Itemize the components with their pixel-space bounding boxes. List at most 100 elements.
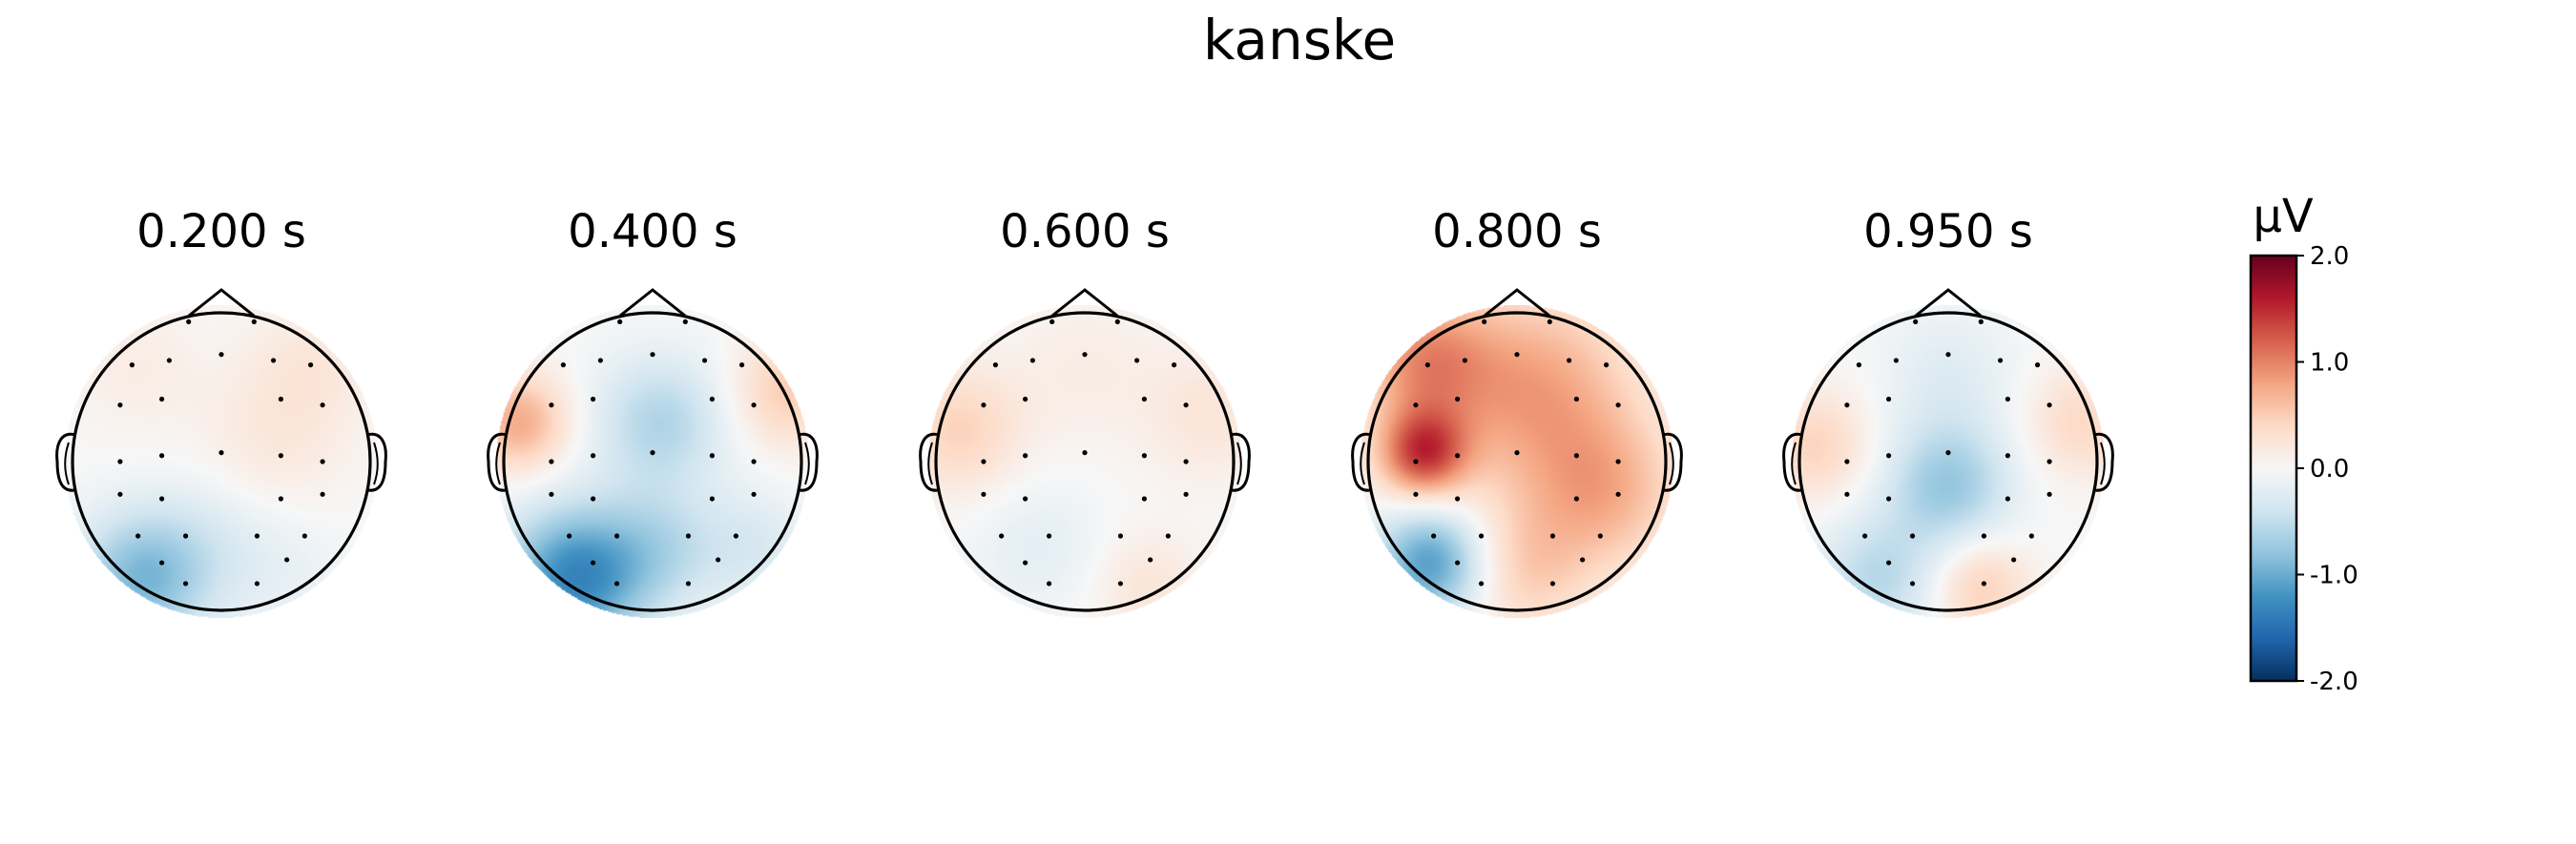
sensor-dot	[159, 396, 165, 402]
sensor-dot	[320, 402, 325, 408]
panel-time-label: 0.800 s	[1432, 205, 1602, 258]
sensor-dot	[2011, 557, 2017, 563]
sensor-dot	[1844, 491, 1850, 497]
colorbar-tick-label: 0.0	[2310, 455, 2349, 484]
left-ear	[55, 432, 76, 492]
sensor-dot	[1023, 396, 1028, 402]
sensor-dot	[1981, 533, 1987, 539]
left-ear	[919, 432, 940, 492]
sensor-dot	[1413, 491, 1419, 497]
sensor-dot	[1909, 533, 1916, 539]
topomap-panel: 0.400 s	[487, 205, 819, 618]
left-ear-inner	[64, 442, 70, 485]
sensor-dot	[751, 402, 757, 408]
sensor-dot	[1165, 533, 1171, 539]
sensor-dot	[1023, 453, 1028, 459]
sensor-dot	[709, 396, 716, 402]
sensor-dot	[709, 496, 716, 502]
sensor-dot	[981, 402, 987, 408]
sensor-dot	[1117, 581, 1124, 587]
head-outline	[502, 311, 803, 612]
sensor-dot	[278, 396, 283, 402]
sensor-dot	[278, 496, 283, 502]
sensor-dot	[1573, 396, 1579, 402]
sensor-dot	[1183, 402, 1189, 408]
head-outline	[71, 311, 372, 612]
left-ear	[1351, 432, 1372, 492]
sensor-dot	[2046, 459, 2052, 464]
sensor-dot	[166, 358, 172, 363]
sensor-dot	[1856, 362, 1861, 368]
panel-time-label: 0.600 s	[1000, 205, 1170, 258]
sensor-dot	[1478, 581, 1485, 587]
sensor-dot	[739, 362, 745, 368]
panel-time-label: 0.950 s	[1863, 205, 2033, 258]
sensor-dot	[1462, 358, 1467, 363]
sensor-dot	[1615, 491, 1621, 497]
sensor-dot	[1413, 402, 1419, 408]
sensor-dot	[1862, 533, 1868, 539]
sensor-dot	[549, 491, 554, 497]
sensor-dot	[1945, 450, 1951, 456]
sensor-dot	[1567, 358, 1572, 363]
sensor-dot	[117, 402, 123, 408]
sensor-dot	[182, 581, 189, 587]
sensor-dot	[135, 533, 141, 539]
topomap-panels: 0.200 s 0.400 s 0.600 s 0.800 s 0.950 s	[55, 205, 2114, 618]
sensor-dot	[1478, 533, 1485, 539]
sensor-dot	[1909, 581, 1916, 587]
left-ear-inner	[927, 442, 933, 485]
sensor-dot	[1978, 319, 1984, 324]
colorbar-label: μV	[2253, 190, 2314, 243]
sensor-dot	[549, 402, 554, 408]
panel-time-label: 0.400 s	[568, 205, 737, 258]
sensor-dot	[284, 557, 290, 563]
sensor-dot	[1514, 352, 1520, 358]
right-ear-inner	[2100, 442, 2106, 485]
sensor-dot	[682, 319, 688, 324]
sensor-dot	[597, 358, 604, 363]
sensor-dot	[2005, 396, 2010, 402]
sensor-dot	[591, 496, 596, 502]
sensor-dot	[1844, 402, 1850, 408]
sensor-dot	[981, 459, 987, 464]
sensor-dot	[1615, 402, 1621, 408]
sensor-dot	[591, 453, 596, 459]
sensor-dot	[2035, 362, 2041, 368]
sensor-dot	[1573, 453, 1579, 459]
colorbar-tick-label: 1.0	[2310, 349, 2349, 378]
sensor-dot	[650, 352, 655, 358]
sensor-dot	[1172, 362, 1177, 368]
sensor-dot	[1580, 557, 1586, 563]
sensor-dot	[1117, 533, 1124, 539]
sensor-dot	[1029, 358, 1035, 363]
sensor-dot	[1549, 533, 1556, 539]
sensor-dot	[1082, 450, 1088, 456]
sensor-dot	[1886, 560, 1892, 566]
sensor-dot	[159, 496, 165, 502]
sensor-dot	[1046, 581, 1052, 587]
sensor-dot	[1482, 319, 1487, 324]
sensor-dot	[159, 453, 165, 459]
sensor-dot	[129, 362, 135, 368]
left-ear-inner	[1791, 442, 1797, 485]
sensor-dot	[613, 581, 620, 587]
sensor-dot	[1413, 459, 1419, 464]
sensor-dot	[751, 491, 757, 497]
topomap-panel: 0.200 s	[55, 205, 387, 618]
sensor-dot	[1455, 396, 1461, 402]
nose	[1915, 288, 1982, 318]
right-ear-inner	[1669, 442, 1674, 485]
sensor-dot	[1023, 496, 1028, 502]
sensor-dot	[1134, 358, 1140, 363]
sensor-dot	[1023, 560, 1028, 566]
sensor-dot	[254, 533, 260, 539]
sensor-dot	[709, 453, 716, 459]
sensor-dot	[117, 459, 123, 464]
sensor-dot	[1141, 396, 1147, 402]
sensor-dot	[320, 459, 325, 464]
left-ear	[1782, 432, 1803, 492]
sensor-dot	[1844, 459, 1850, 464]
colorbar-ticks: 2.0 1.0 0.0 -1.0 -2.0	[2296, 242, 2358, 696]
sensor-dot	[702, 358, 708, 363]
